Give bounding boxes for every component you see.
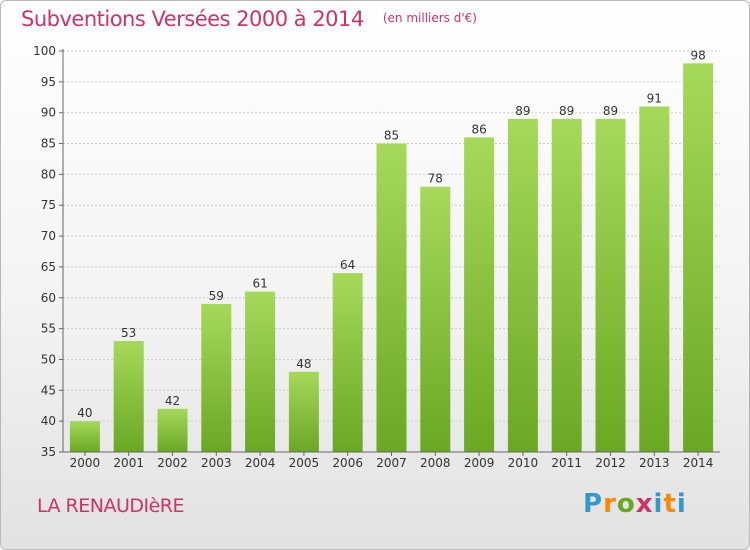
data-label: 78 [428,172,443,186]
bar [420,186,451,452]
x-tick-label: 2012 [595,456,626,470]
data-label: 42 [165,394,180,408]
x-tick-label: 2013 [639,456,670,470]
x-tick-label: 2002 [157,456,188,470]
y-tick-label: 80 [41,167,56,181]
data-label: 91 [647,92,662,106]
y-tick-label: 55 [41,322,56,336]
y-tick-label: 35 [41,445,56,459]
x-tick-label: 2005 [289,456,320,470]
x-tick-label: 2009 [464,456,495,470]
title-row: Subventions Versées 2000 à 2014 (en mill… [21,7,477,31]
logo-letter: x [635,489,654,519]
place-name: LA RENAUDIèRE [37,495,185,517]
y-tick-label: 100 [33,44,56,58]
y-tick-label: 65 [41,260,56,274]
bar [551,118,582,452]
bar-layer: 40 53 42 59 61 48 64 85 78 86 89 89 89 91 98 [69,48,714,453]
x-tick-label: 2008 [420,456,451,470]
data-label: 89 [515,104,530,118]
bar [113,340,144,452]
data-label: 59 [209,289,224,303]
x-tick-label: 2001 [113,456,144,470]
bar [376,143,407,453]
y-tick-label: 40 [41,414,56,428]
data-label: 40 [77,406,92,420]
data-label: 61 [252,277,267,291]
proxiti-logo[interactable]: Proxiti [583,489,687,519]
axis-layer: 35 40 45 50 55 60 65 70 75 80 85 90 95 100 2000 2001 200… [33,44,720,470]
y-tick-label: 85 [41,137,56,151]
y-tick-label: 75 [41,198,56,212]
y-tick-label: 50 [41,352,56,366]
logo-letter: t [663,489,677,519]
bar [595,118,626,452]
chart-unit: (en milliers d'€) [382,11,477,25]
data-label: 53 [121,326,136,340]
logo-letter: i [653,489,664,519]
data-label: 89 [603,104,618,118]
data-label: 89 [559,104,574,118]
bar [288,371,319,452]
bar [639,106,670,453]
bar [683,63,714,452]
x-tick-label: 2000 [70,456,101,470]
data-label: 85 [384,129,399,143]
chart-title: Subventions Versées 2000 à 2014 [21,7,364,31]
bar [69,421,100,452]
bar [245,291,276,452]
y-tick-label: 45 [41,383,56,397]
x-tick-label: 2004 [245,456,276,470]
x-tick-label: 2010 [508,456,539,470]
logo-letter: i [676,489,687,519]
bar [507,118,538,452]
logo-letter: o [616,489,636,519]
bar [201,303,232,452]
data-label: 98 [690,48,705,62]
data-label: 64 [340,258,355,272]
x-tick-label: 2011 [551,456,582,470]
bar [157,408,188,452]
x-tick-label: 2006 [332,456,363,470]
y-tick-label: 95 [41,75,56,89]
data-label: 86 [471,122,486,136]
data-label: 48 [296,357,311,371]
y-tick-label: 60 [41,291,56,305]
logo-letter: r [603,489,617,519]
bar [464,137,495,452]
x-tick-label: 2003 [201,456,232,470]
x-tick-label: 2014 [683,456,714,470]
logo-letter: P [583,489,604,519]
y-tick-label: 90 [41,106,56,120]
bar [332,273,363,452]
y-tick-label: 70 [41,229,56,243]
x-tick-label: 2007 [376,456,407,470]
